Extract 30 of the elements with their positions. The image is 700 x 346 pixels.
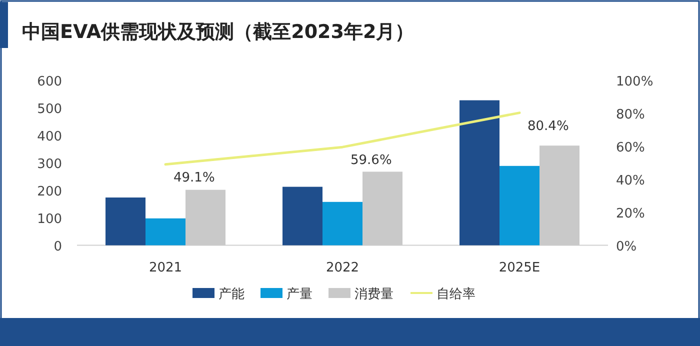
x-tick-label: 2022	[326, 260, 360, 276]
legend-label: 产量	[286, 287, 312, 302]
y-tick-label: 0	[54, 239, 62, 254]
legend-label: 自给率	[436, 286, 476, 302]
x-tick-label: 2025E	[498, 260, 540, 276]
chart-title: 中国EVA供需现状及预测（截至2023年2月）	[22, 21, 414, 43]
y-tick-label: 100	[37, 212, 62, 227]
bar	[322, 202, 362, 246]
y2-tick-label: 80%	[616, 107, 645, 122]
bar	[146, 218, 186, 246]
data-label: 59.6%	[350, 153, 392, 168]
y2-tick-label: 100%	[616, 74, 654, 90]
data-label: 49.1%	[174, 170, 215, 186]
x-tick-label: 2021	[148, 260, 182, 276]
legend-label: 消费量	[354, 287, 394, 302]
y-tick-label: 200	[37, 184, 62, 200]
data-label: 80.4%	[528, 118, 569, 134]
bar	[282, 186, 322, 246]
y-tick-label: 400	[37, 129, 62, 144]
y-tick-label: 500	[37, 102, 62, 117]
y2-tick-label: 0%	[616, 239, 637, 254]
legend-label: 产能	[218, 287, 244, 302]
y2-tick-label: 20%	[616, 206, 645, 222]
y2-tick-label: 40%	[616, 173, 645, 188]
bar	[500, 166, 540, 246]
bar	[106, 198, 146, 246]
y-tick-label: 600	[37, 74, 62, 90]
y-tick-label: 300	[37, 156, 62, 172]
y2-tick-label: 60%	[616, 140, 645, 156]
bar	[460, 100, 500, 246]
